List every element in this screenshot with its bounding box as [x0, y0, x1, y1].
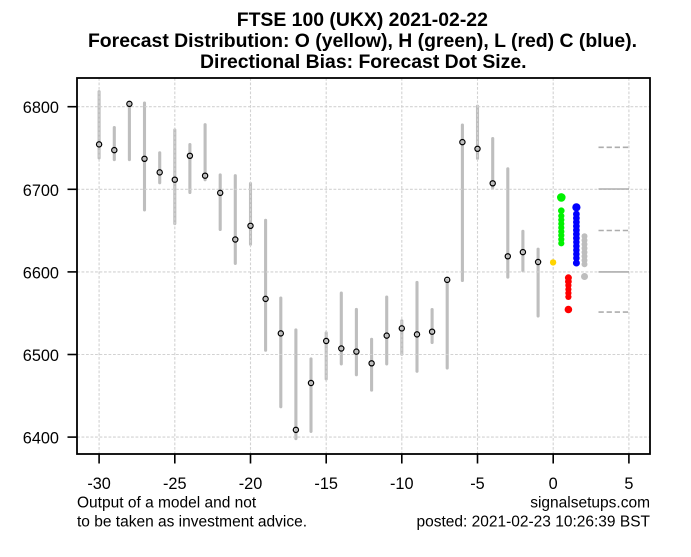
svg-text:-25: -25 — [163, 475, 187, 493]
svg-text:0: 0 — [549, 475, 558, 493]
svg-text:-20: -20 — [239, 475, 263, 493]
svg-text:5: 5 — [624, 475, 633, 493]
svg-text:FTSE 100 (UKX) 2021-02-22: FTSE 100 (UKX) 2021-02-22 — [237, 9, 488, 31]
svg-text:6400: 6400 — [23, 430, 59, 448]
svg-text:-30: -30 — [87, 475, 111, 493]
svg-text:6800: 6800 — [23, 99, 59, 117]
svg-text:signalsetups.com: signalsetups.com — [530, 494, 650, 511]
svg-text:to be taken as investment advi: to be taken as investment advice. — [77, 514, 307, 531]
svg-text:Output of a model and not: Output of a model and not — [77, 494, 257, 511]
svg-text:-10: -10 — [390, 475, 414, 493]
svg-text:-5: -5 — [470, 475, 484, 493]
svg-text:6500: 6500 — [23, 347, 59, 365]
svg-text:posted: 2021-02-23 10:26:39 BS: posted: 2021-02-23 10:26:39 BST — [416, 514, 650, 531]
svg-text:Forecast Distribution: O (yell: Forecast Distribution: O (yellow), H (gr… — [88, 30, 637, 52]
svg-text:Directional Bias: Forecast Dot: Directional Bias: Forecast Dot Size. — [200, 51, 527, 73]
svg-text:6600: 6600 — [23, 264, 59, 282]
svg-text:6700: 6700 — [23, 182, 59, 200]
svg-text:-15: -15 — [314, 475, 338, 493]
